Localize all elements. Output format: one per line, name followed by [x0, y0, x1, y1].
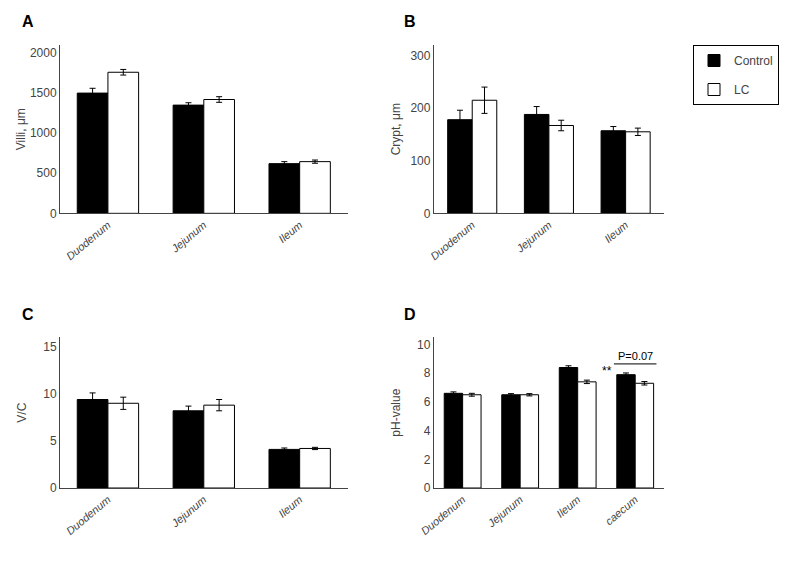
svg-text:V/C: V/C — [15, 402, 29, 422]
svg-text:0: 0 — [50, 207, 57, 221]
svg-text:caecum: caecum — [603, 493, 640, 527]
svg-text:1500: 1500 — [30, 86, 57, 100]
svg-text:0: 0 — [50, 481, 57, 495]
svg-text:P=0.07: P=0.07 — [618, 350, 653, 362]
svg-text:Ileum: Ileum — [276, 219, 304, 245]
svg-text:pH-value: pH-value — [389, 388, 403, 436]
svg-text:**: ** — [602, 364, 612, 378]
svg-text:B: B — [404, 13, 416, 30]
svg-text:Ileum: Ileum — [276, 493, 304, 519]
svg-text:200: 200 — [410, 101, 430, 115]
svg-text:15: 15 — [43, 340, 57, 354]
svg-text:0: 0 — [424, 481, 431, 495]
svg-text:Jejunum: Jejunum — [168, 219, 208, 256]
svg-text:0: 0 — [424, 207, 431, 221]
svg-text:10: 10 — [417, 338, 431, 352]
svg-text:D: D — [404, 306, 416, 323]
svg-text:6: 6 — [424, 395, 431, 409]
svg-text:300: 300 — [410, 49, 430, 63]
svg-text:2: 2 — [424, 453, 431, 467]
svg-text:A: A — [22, 13, 34, 30]
svg-text:4: 4 — [424, 424, 431, 438]
svg-text:Jejunum: Jejunum — [485, 493, 525, 530]
svg-text:Duodenum: Duodenum — [64, 493, 113, 537]
svg-text:1000: 1000 — [30, 126, 57, 140]
svg-text:500: 500 — [37, 166, 57, 180]
svg-text:2000: 2000 — [30, 46, 57, 60]
svg-text:100: 100 — [410, 154, 430, 168]
svg-text:Control: Control — [734, 54, 773, 68]
svg-text:Duodenum: Duodenum — [419, 493, 468, 537]
svg-text:Duodenum: Duodenum — [64, 219, 113, 263]
svg-text:Jejunum: Jejunum — [168, 493, 208, 530]
svg-text:LC: LC — [734, 83, 750, 97]
svg-text:5: 5 — [50, 434, 57, 448]
svg-text:C: C — [22, 306, 34, 323]
svg-text:10: 10 — [43, 387, 57, 401]
svg-text:Ileum: Ileum — [602, 219, 630, 245]
svg-text:Jejunum: Jejunum — [513, 219, 553, 256]
svg-text:Crypt, μm: Crypt, μm — [389, 103, 403, 155]
svg-text:Ileum: Ileum — [554, 493, 582, 519]
svg-text:Villi, μm: Villi, μm — [14, 108, 28, 150]
svg-text:8: 8 — [424, 366, 431, 380]
svg-text:Duodenum: Duodenum — [428, 219, 477, 263]
